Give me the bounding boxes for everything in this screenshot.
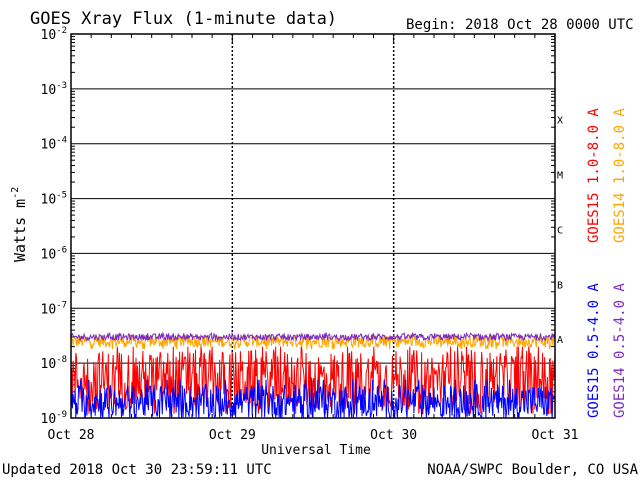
- flare-class-label: M: [557, 171, 563, 182]
- y-tick-label: 10-2: [41, 26, 68, 43]
- flare-class-label: A: [557, 335, 563, 346]
- x-axis-label: Universal Time: [261, 443, 371, 458]
- y-tick-label: 10-7: [41, 300, 68, 317]
- source-credit: NOAA/SWPC Boulder, CO USA: [427, 462, 638, 478]
- y-tick-label: 10-8: [41, 355, 68, 372]
- series-line: [70, 346, 556, 415]
- legend: GOES15 1.0-8.0 A GOES14 1.0-8.0 A GOES15 0…: [586, 108, 628, 418]
- plot-area: 10-9 10-8 10-7 10-6 10-5 10-4 10-3 10-2 Oct 28 Oc…: [41, 26, 579, 443]
- series-line: [70, 333, 556, 350]
- legend-entry: GOES14 1.0-8.0 A: [612, 108, 628, 243]
- y-axis-label: Watts m-2: [10, 187, 29, 262]
- y-tick-label: 10-4: [41, 136, 68, 153]
- plot-border: [70, 33, 556, 419]
- x-tick-label: Oct 28: [48, 428, 95, 443]
- y-tick-label: 10-5: [41, 191, 68, 208]
- updated-timestamp: Updated 2018 Oct 30 23:59:11 UTC: [2, 462, 272, 478]
- series-line: [70, 379, 556, 420]
- chart-title: GOES Xray Flux (1-minute data): [30, 9, 337, 29]
- legend-entry: GOES15 1.0-8.0 A: [586, 108, 602, 243]
- legend-entry: GOES14 0.5-4.0 A: [612, 283, 628, 418]
- x-tick-label: Oct 29: [209, 428, 256, 443]
- begin-time: Begin: 2018 Oct 28 0000 UTC: [406, 17, 634, 33]
- y-tick-label: 10-3: [41, 81, 68, 98]
- flare-class-label: B: [557, 280, 563, 291]
- flare-class-label: X: [557, 116, 563, 127]
- flare-class-label: C: [557, 225, 563, 236]
- series-line: [70, 331, 556, 343]
- x-tick-label: Oct 30: [370, 428, 417, 443]
- y-tick-label: 10-6: [41, 245, 68, 262]
- legend-entry: GOES15 0.5-4.0 A: [586, 283, 602, 418]
- y-tick-label: 10-9: [41, 410, 68, 427]
- x-tick-label: Oct 31: [532, 428, 579, 443]
